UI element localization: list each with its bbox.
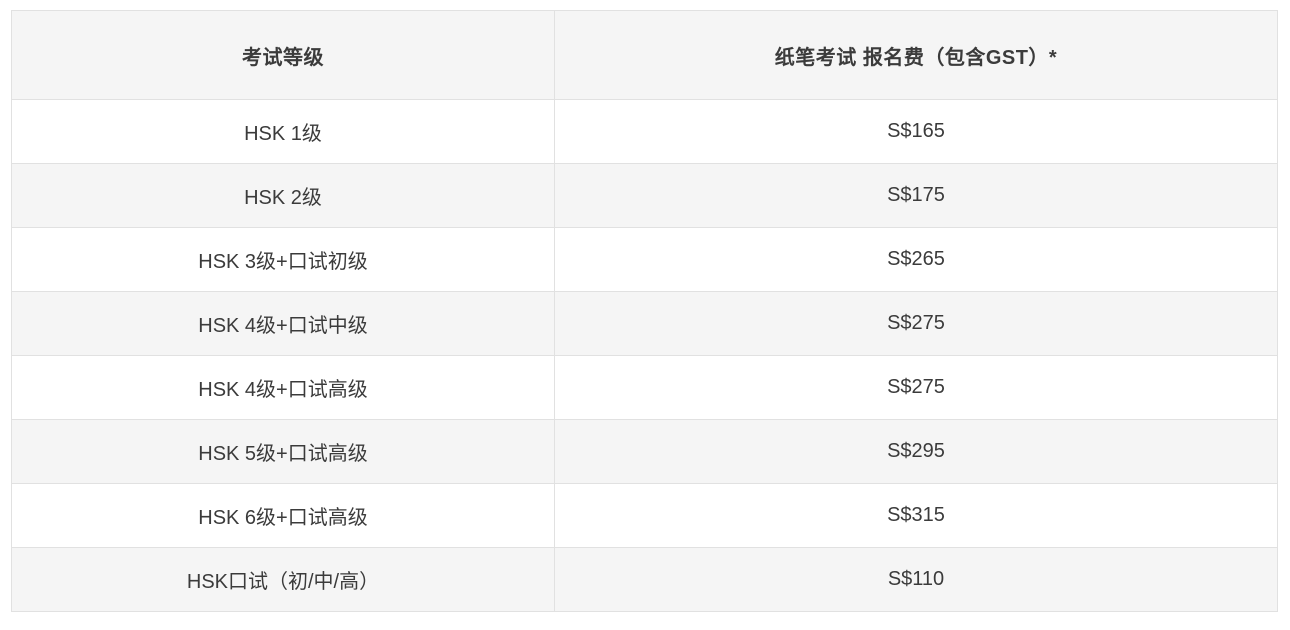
- table-row: HSK 3级+口试初级 S$265: [11, 227, 1278, 292]
- fee-cell: S$315: [554, 483, 1278, 548]
- table-row: HSK 4级+口试高级 S$275: [11, 355, 1278, 420]
- table-row: HSK 1级 S$165: [11, 99, 1278, 164]
- exam-level-cell: HSK 4级+口试中级: [11, 291, 555, 356]
- fee-cell: S$275: [554, 291, 1278, 356]
- fee-cell: S$165: [554, 99, 1278, 164]
- table-header-row: 考试等级 纸笔考试 报名费（包含GST）*: [11, 10, 1278, 100]
- table-row: HSK 5级+口试高级 S$295: [11, 419, 1278, 484]
- fee-cell: S$265: [554, 227, 1278, 292]
- table-row: HSK 2级 S$175: [11, 163, 1278, 228]
- table-row: HSK 4级+口试中级 S$275: [11, 291, 1278, 356]
- table-body: HSK 1级 S$165 HSK 2级 S$175 HSK 3级+口试初级 S$265 HS…: [11, 99, 1278, 612]
- column-header-exam-level: 考试等级: [11, 10, 555, 100]
- exam-level-cell: HSK口试（初/中/高）: [11, 547, 555, 612]
- fee-cell: S$295: [554, 419, 1278, 484]
- exam-level-cell: HSK 1级: [11, 99, 555, 164]
- fee-cell: S$110: [554, 547, 1278, 612]
- fee-cell: S$175: [554, 163, 1278, 228]
- column-header-fee: 纸笔考试 报名费（包含GST）*: [554, 10, 1278, 100]
- table-row: HSK 6级+口试高级 S$315: [11, 483, 1278, 548]
- hsk-fee-table: 考试等级 纸笔考试 报名费（包含GST）* HSK 1级 S$165 HSK 2级 S…: [11, 10, 1278, 612]
- exam-level-cell: HSK 6级+口试高级: [11, 483, 555, 548]
- fee-table-container: 考试等级 纸笔考试 报名费（包含GST）* HSK 1级 S$165 HSK 2级 S…: [11, 10, 1278, 612]
- exam-level-cell: HSK 4级+口试高级: [11, 355, 555, 420]
- table-row: HSK口试（初/中/高） S$110: [11, 547, 1278, 612]
- fee-cell: S$275: [554, 355, 1278, 420]
- exam-level-cell: HSK 5级+口试高级: [11, 419, 555, 484]
- exam-level-cell: HSK 2级: [11, 163, 555, 228]
- exam-level-cell: HSK 3级+口试初级: [11, 227, 555, 292]
